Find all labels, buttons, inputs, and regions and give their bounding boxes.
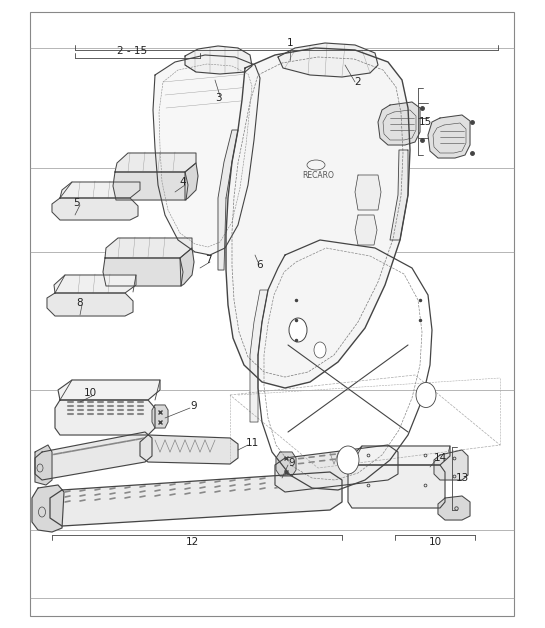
Polygon shape xyxy=(32,485,64,532)
Text: 6: 6 xyxy=(257,260,263,270)
Text: RECARO: RECARO xyxy=(302,170,334,180)
Text: 3: 3 xyxy=(215,93,221,103)
Polygon shape xyxy=(250,290,268,422)
Polygon shape xyxy=(185,163,198,200)
Polygon shape xyxy=(390,150,408,240)
Polygon shape xyxy=(35,445,52,485)
Polygon shape xyxy=(226,48,410,388)
Polygon shape xyxy=(278,43,378,77)
Text: 13: 13 xyxy=(456,473,469,483)
Polygon shape xyxy=(152,405,168,428)
Text: 5: 5 xyxy=(74,198,80,208)
Polygon shape xyxy=(50,472,342,526)
Ellipse shape xyxy=(337,446,359,474)
Polygon shape xyxy=(58,380,160,400)
Polygon shape xyxy=(434,450,468,480)
Text: 10: 10 xyxy=(83,388,96,398)
Text: 9: 9 xyxy=(191,401,197,411)
Text: 8: 8 xyxy=(77,298,83,308)
Text: 4: 4 xyxy=(180,177,186,187)
Text: 15: 15 xyxy=(419,117,432,127)
Polygon shape xyxy=(60,182,140,198)
Polygon shape xyxy=(47,293,133,316)
Polygon shape xyxy=(35,432,152,480)
Polygon shape xyxy=(428,115,470,158)
Polygon shape xyxy=(55,400,155,435)
Text: 9: 9 xyxy=(289,458,295,468)
Polygon shape xyxy=(438,496,470,520)
Text: 11: 11 xyxy=(245,438,259,448)
Ellipse shape xyxy=(416,382,436,408)
Polygon shape xyxy=(275,445,398,492)
Bar xyxy=(30,12,514,616)
Polygon shape xyxy=(105,238,192,258)
Ellipse shape xyxy=(314,342,326,358)
Polygon shape xyxy=(52,198,138,220)
Text: 1: 1 xyxy=(287,38,293,48)
Polygon shape xyxy=(185,46,252,74)
Polygon shape xyxy=(355,215,377,245)
Polygon shape xyxy=(218,130,238,270)
Text: 12: 12 xyxy=(185,537,198,547)
Text: 7: 7 xyxy=(205,255,211,265)
Polygon shape xyxy=(348,465,445,508)
Polygon shape xyxy=(113,172,188,200)
Polygon shape xyxy=(54,275,136,293)
Polygon shape xyxy=(153,55,260,255)
Polygon shape xyxy=(276,452,296,476)
Polygon shape xyxy=(180,248,194,286)
Polygon shape xyxy=(103,258,183,286)
Text: 2: 2 xyxy=(355,77,361,87)
Polygon shape xyxy=(378,102,420,145)
Polygon shape xyxy=(355,175,381,210)
Polygon shape xyxy=(352,446,450,465)
Ellipse shape xyxy=(289,318,307,342)
Polygon shape xyxy=(115,153,196,172)
Text: 10: 10 xyxy=(428,537,441,547)
Text: 14: 14 xyxy=(433,453,446,463)
Polygon shape xyxy=(140,435,238,464)
Text: 2 - 15: 2 - 15 xyxy=(117,46,147,56)
